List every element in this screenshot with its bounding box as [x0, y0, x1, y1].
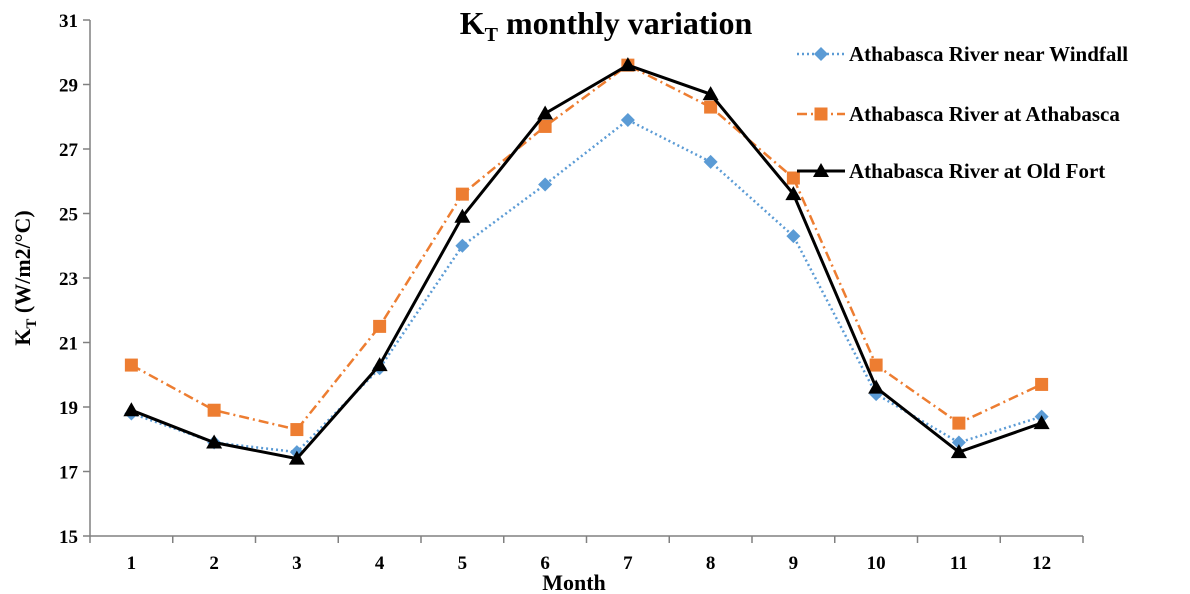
legend-item: Athabasca River near Windfall — [797, 42, 1128, 66]
data-point — [868, 379, 885, 394]
x-axis-title: Month — [542, 570, 606, 594]
data-point — [455, 238, 470, 253]
y-ticks: 15 17 19 21 23 25 27 29 31 — [59, 11, 90, 548]
data-point — [124, 358, 138, 372]
data-point — [786, 229, 801, 244]
series-3 — [123, 57, 1050, 465]
series-layer — [123, 57, 1050, 465]
y-tick-label: 23 — [59, 269, 78, 290]
axes — [89, 20, 1083, 537]
y-axis-title: KT (W/m2/°C) — [10, 210, 40, 346]
x-tick-label: 4 — [375, 553, 385, 574]
x-tick-label: 6 — [540, 553, 550, 574]
y-tick-label: 27 — [59, 140, 79, 161]
data-point — [619, 57, 636, 72]
legend-item: Athabasca River at Old Fort — [797, 159, 1105, 183]
y-tick-label: 31 — [59, 11, 78, 32]
data-point — [869, 358, 883, 372]
data-point — [455, 187, 469, 201]
data-point — [786, 171, 800, 185]
data-point — [538, 177, 553, 192]
x-tick-label: 1 — [127, 553, 137, 574]
x-tick-label: 7 — [623, 553, 633, 574]
legend-marker — [814, 47, 828, 61]
legend-item: Athabasca River at Athabasca — [797, 102, 1120, 126]
data-point — [785, 186, 802, 201]
chart-title: KT monthly variation — [460, 5, 753, 46]
x-tick-label: 8 — [706, 553, 716, 574]
data-point — [290, 423, 304, 437]
x-tick-label: 2 — [209, 553, 219, 574]
data-point — [454, 208, 471, 223]
y-tick-label: 25 — [59, 205, 78, 226]
data-point — [1033, 415, 1050, 430]
data-point — [950, 444, 967, 459]
legend-label: Athabasca River at Athabasca — [849, 102, 1120, 126]
legend-marker — [813, 163, 829, 177]
data-point — [373, 319, 387, 333]
legend-label: Athabasca River near Windfall — [849, 42, 1128, 66]
x-tick-label: 5 — [458, 553, 468, 574]
data-point — [537, 105, 554, 120]
data-point — [371, 357, 388, 372]
data-point — [207, 403, 221, 417]
series-line — [130, 63, 1043, 431]
y-tick-label: 15 — [59, 527, 78, 548]
y-tick-label: 19 — [59, 398, 78, 419]
data-point — [620, 112, 635, 127]
series-2 — [124, 58, 1049, 437]
data-point — [952, 416, 966, 430]
legend-label: Athabasca River at Old Fort — [849, 159, 1105, 183]
data-point — [703, 154, 718, 169]
legend: Athabasca River near Windfall Athabasca R… — [797, 42, 1128, 183]
x-tick-label: 12 — [1032, 553, 1051, 574]
x-tick-label: 11 — [950, 553, 968, 574]
data-point — [704, 100, 718, 114]
data-point — [1035, 377, 1049, 391]
data-point — [702, 86, 719, 101]
data-point — [288, 450, 305, 465]
y-tick-label: 17 — [59, 463, 79, 484]
x-tick-label: 9 — [789, 553, 799, 574]
x-tick-label: 3 — [292, 553, 302, 574]
series-line — [130, 63, 1043, 461]
data-point — [951, 435, 966, 450]
y-tick-label: 29 — [59, 76, 78, 97]
x-tick-label: 10 — [867, 553, 886, 574]
data-point — [123, 402, 140, 417]
y-tick-label: 21 — [59, 334, 78, 355]
data-point — [206, 434, 223, 449]
data-point — [538, 119, 552, 133]
legend-marker — [814, 107, 828, 121]
x-ticks: 1 2 3 4 5 6 7 8 9 10 11 12 — [89, 536, 1084, 574]
